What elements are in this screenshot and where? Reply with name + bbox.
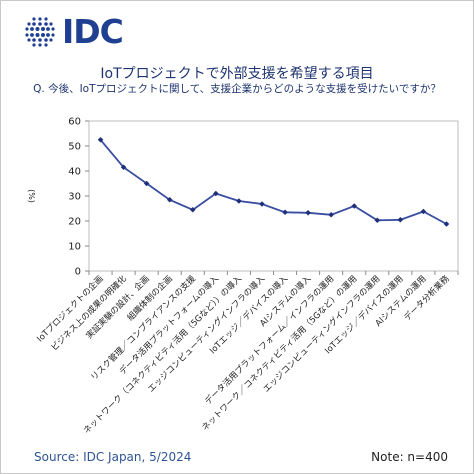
idc-globe-dots-icon [25,17,55,47]
data-point [97,136,104,143]
data-point [236,198,242,204]
line-chart: 0102030405060(%)IoTプロジェクトの企画ビジネス上の成果の明確化… [27,117,459,436]
chart-subtitle: Q. 今後、IoTプロジェクトに関して、支援企業からどのような支援を受けたいです… [33,83,441,95]
y-tick-label: 40 [68,167,81,178]
plot-area-border [88,120,459,272]
y-tick-label: 50 [68,142,81,153]
data-point [374,217,381,224]
idc-logo: IDC [24,12,124,52]
data-point [443,221,450,227]
source-text: Source: IDC Japan, 5/2024 [34,450,192,464]
note-text: Note: n=400 [371,450,448,464]
data-point [305,209,311,216]
data-point [166,196,173,203]
data-point [213,190,219,197]
data-point [397,216,404,223]
data-point [189,206,196,213]
idc-logo-text: IDC [62,12,124,51]
data-point [120,164,127,171]
data-point [143,180,150,187]
y-tick-label: 60 [68,117,81,128]
data-point [259,201,265,207]
y-axis-label: (%) [27,189,36,203]
data-point [328,211,334,218]
chart-title: IoTプロジェクトで外部支援を希望する項目 [100,66,374,82]
data-point [420,208,427,215]
y-tick-label: 10 [68,242,81,253]
series-line [99,139,447,225]
y-tick-label: 20 [68,217,81,228]
data-point [351,203,358,209]
y-tick-label: 30 [68,192,81,203]
data-point [282,209,288,216]
y-tick-label: 0 [75,267,81,278]
